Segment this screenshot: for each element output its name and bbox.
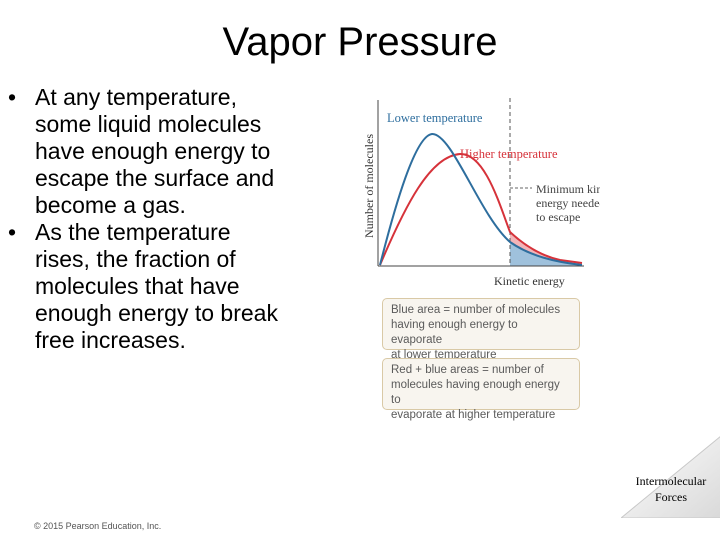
threshold-label-line: to escape [536, 210, 580, 224]
bullet-text: As the temperature rises, the fraction o… [35, 219, 278, 353]
threshold-label-line: Minimum kinetic [536, 182, 600, 196]
copyright-text: © 2015 Pearson Education, Inc. [34, 521, 162, 531]
bullet-marker: • [8, 219, 17, 245]
bullet-text: At any temperature, some liquid molecule… [35, 84, 275, 218]
bullet-list: • At any temperature, some liquid molecu… [6, 84, 356, 354]
higher-temperature-label: Higher temperature [460, 147, 558, 161]
footer-badge: Intermolecular Forces [621, 436, 720, 518]
badge-label: Intermolecular Forces [635, 474, 707, 504]
lower-temperature-curve [379, 132, 583, 266]
threshold-label-line: energy needed [536, 196, 600, 210]
x-axis-label: Kinetic energy [494, 274, 565, 288]
threshold-label: Minimum kinetic energy needed to escape [536, 182, 600, 224]
bullet-marker: • [8, 84, 17, 110]
bullet-item: • At any temperature, some liquid molecu… [6, 84, 356, 219]
red-blue-area-key: Red + blue areas = number of molecules h… [382, 358, 580, 421]
slide-title: Vapor Pressure [222, 20, 498, 64]
badge-triangle-shape [621, 436, 720, 518]
lower-temperature-label: Lower temperature [387, 111, 483, 125]
energy-distribution-figure: Number of molecules Lower temperature Hi… [360, 96, 600, 421]
bullet-item: • As the temperature rises, the fraction… [6, 219, 356, 354]
lower-temperature-tail-area [510, 242, 582, 266]
distribution-plot: Number of molecules Lower temperature Hi… [362, 98, 600, 288]
badge-triangle [621, 436, 720, 518]
y-axis-label: Number of molecules [362, 134, 376, 238]
blue-area-key: Blue area = number of molecules having e… [382, 298, 580, 361]
higher-temperature-curve [379, 152, 583, 266]
